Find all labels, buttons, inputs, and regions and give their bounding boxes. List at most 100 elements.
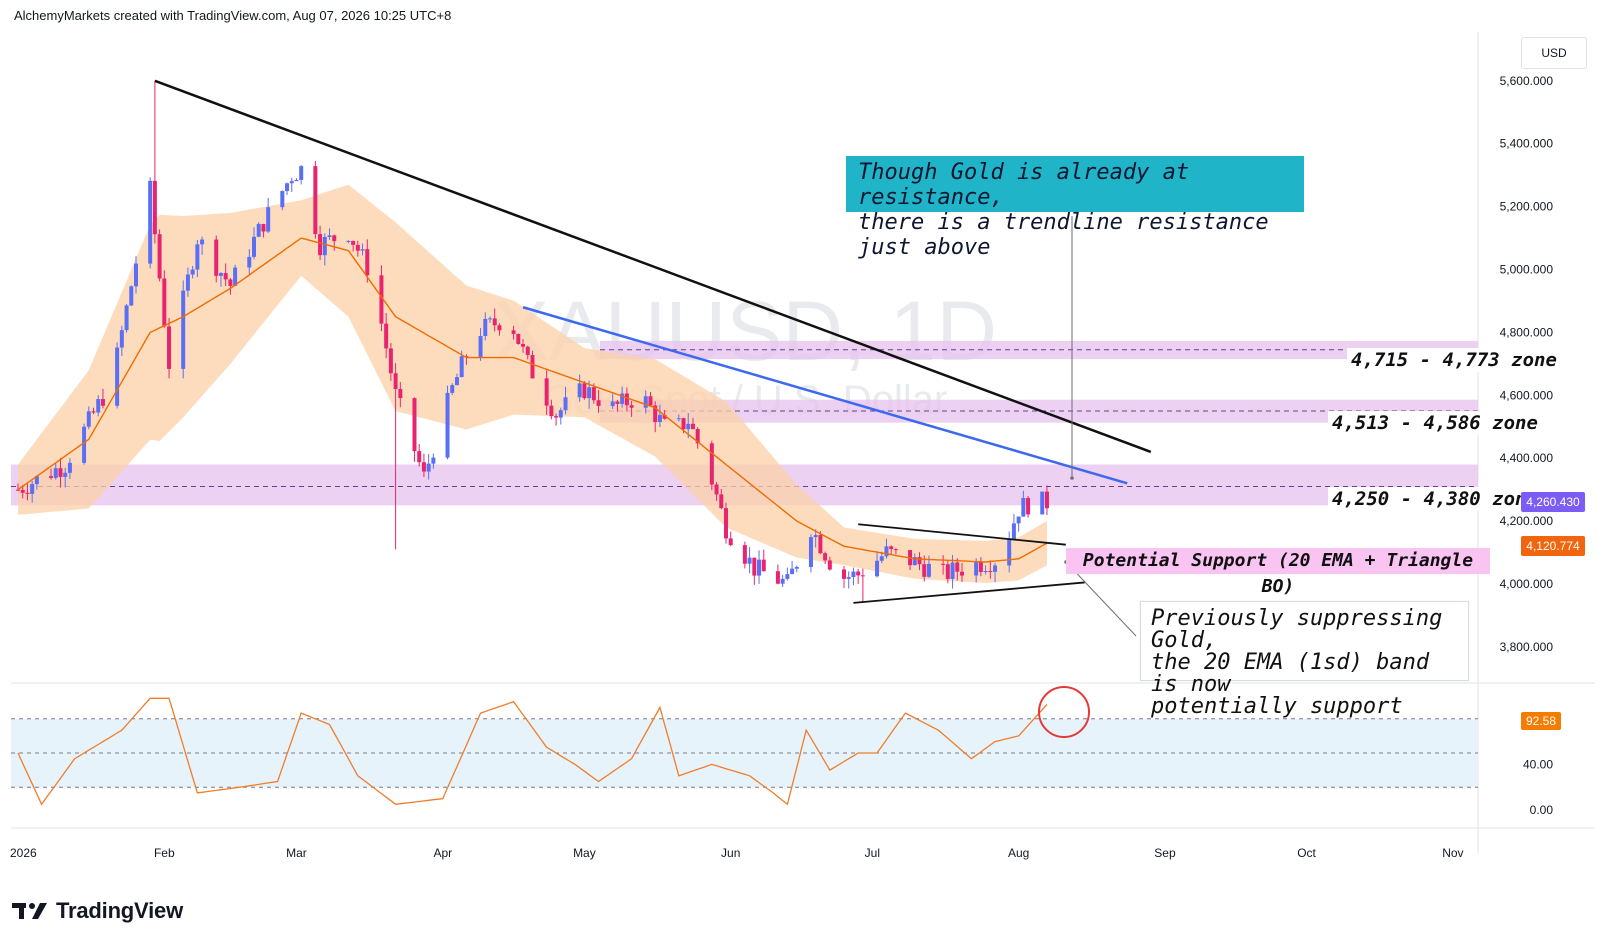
time-tick-label: Sep (1154, 846, 1176, 860)
candle-body (516, 333, 521, 344)
candle-body (790, 568, 795, 575)
candle-body (346, 240, 351, 242)
candle-body (25, 492, 30, 494)
candle-body (690, 423, 695, 429)
candle-body (497, 325, 502, 331)
candle-body (912, 557, 917, 566)
candle-body (417, 451, 422, 463)
candle-body (233, 267, 238, 286)
candle-body (20, 489, 25, 493)
candle-body (856, 571, 861, 576)
candle-body (974, 562, 979, 576)
candle-body (823, 553, 828, 561)
price-tick-label: 5,400.000 (1500, 137, 1554, 151)
candle-body (747, 557, 752, 564)
candle-body (657, 414, 662, 423)
potential-support-label: Potential Support (20 EMA + Triangle BO) (1066, 548, 1490, 597)
resistance-callout-line-2: there is a trendline resistance just abo… (858, 210, 1269, 260)
candle-body (842, 569, 846, 579)
rsi-highlight-circle (1038, 686, 1090, 738)
candle-body (289, 181, 294, 184)
time-tick-label: Feb (154, 846, 175, 860)
candle-body (152, 180, 157, 235)
price-tick-label: 4,200.000 (1500, 514, 1554, 528)
candle-body (82, 426, 87, 463)
candle-body (549, 405, 554, 417)
tradingview-wordmark: TradingView (56, 898, 183, 923)
support-callout-pointer (1065, 561, 1137, 637)
candle-body (426, 463, 431, 472)
candle-body (945, 564, 950, 579)
candle-body (181, 290, 186, 369)
candle-body (299, 166, 304, 181)
candle-body (681, 418, 686, 430)
candle-body (785, 574, 790, 579)
candle-body (398, 388, 403, 399)
candle-body (119, 330, 124, 348)
support-callout-line-2: the 20 EMA (1sd) band is now (1151, 650, 1430, 697)
candle-body (582, 383, 587, 399)
ema-price-badge: 4,120.774 (1521, 536, 1585, 557)
zone-label-4715: 4,715 - 4,773 zone (1347, 348, 1561, 372)
candle-body (742, 545, 747, 564)
rsi-value-badge: 92.58 (1521, 712, 1561, 730)
candle-body (950, 562, 955, 579)
candle-body (63, 472, 68, 477)
candle-body (454, 377, 459, 386)
candle-body (478, 336, 483, 358)
candle-body (960, 571, 964, 576)
time-tick-label: Aug (1008, 846, 1029, 860)
candle-body (926, 563, 931, 577)
candle-body (49, 476, 54, 478)
candle-body (1044, 491, 1049, 509)
candle-body (653, 405, 658, 423)
candle-body (252, 236, 256, 257)
candle-body (554, 416, 559, 418)
candle-body (629, 405, 634, 408)
price-tick-label: 4,800.000 (1500, 325, 1554, 339)
candle-body (91, 411, 96, 413)
candle-body (1040, 491, 1045, 515)
candle-body (676, 418, 681, 420)
triangle-upper (858, 523, 1066, 546)
price-tick-label: 5,600.000 (1500, 74, 1554, 88)
ema20-line (17, 237, 1048, 563)
time-tick-label: May (573, 846, 596, 860)
time-tick-label: 2026 (10, 846, 37, 860)
candle-body (818, 535, 823, 554)
candle-body (993, 565, 998, 572)
candle-body (1016, 516, 1021, 524)
candle-body (157, 234, 162, 279)
rsi-tick-label: 0.00 (1530, 803, 1554, 817)
price-tick-label: 4,600.000 (1500, 388, 1554, 402)
candle-body (530, 355, 535, 379)
candle-body (34, 476, 39, 485)
candle-body (124, 305, 129, 331)
candle-body (318, 234, 323, 256)
candle-body (648, 396, 653, 406)
candle-body (794, 566, 799, 569)
candle-body (30, 484, 35, 494)
candle-body (266, 207, 271, 232)
candle-body (978, 562, 983, 573)
time-tick-label: Mar (286, 846, 307, 860)
candle-body (294, 180, 299, 182)
candle-body (544, 378, 549, 406)
candle-body (525, 346, 530, 356)
candle-body (148, 180, 153, 264)
price-tick-label: 5,200.000 (1500, 200, 1554, 214)
candle-body (355, 244, 360, 251)
currency-button[interactable]: USD (1521, 37, 1587, 69)
candle-body (483, 318, 488, 337)
candle-body (724, 508, 728, 539)
candle-body (332, 235, 337, 242)
candle-body (351, 240, 356, 245)
candle-body (591, 387, 596, 401)
tradingview-logo[interactable]: TradingView (12, 898, 183, 924)
candle-body (388, 348, 393, 374)
resistance-callout: Though Gold is already at resistance, th… (846, 156, 1304, 260)
price-tick-label: 4,400.000 (1500, 451, 1554, 465)
candle-body (431, 457, 436, 464)
ema-band (18, 184, 1047, 583)
